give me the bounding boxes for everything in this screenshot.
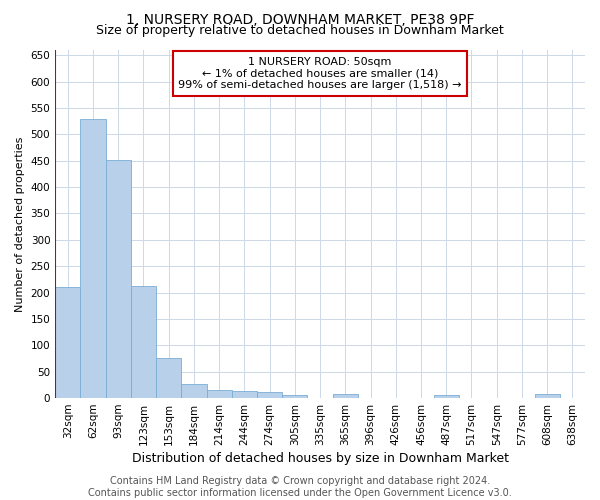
Bar — [55, 288, 80, 398]
Text: 1, NURSERY ROAD, DOWNHAM MARKET, PE38 9PF: 1, NURSERY ROAD, DOWNHAM MARKET, PE38 9P… — [126, 12, 474, 26]
Bar — [332, 394, 358, 398]
Bar — [434, 395, 459, 398]
Bar — [106, 160, 131, 398]
X-axis label: Distribution of detached houses by size in Downham Market: Distribution of detached houses by size … — [131, 452, 509, 465]
Bar — [80, 118, 106, 398]
Text: Size of property relative to detached houses in Downham Market: Size of property relative to detached ho… — [96, 24, 504, 37]
Bar — [535, 394, 560, 398]
Bar — [181, 384, 206, 398]
Bar — [156, 358, 181, 398]
Bar — [257, 392, 282, 398]
Bar — [131, 286, 156, 398]
Bar — [232, 390, 257, 398]
Bar — [282, 396, 307, 398]
Y-axis label: Number of detached properties: Number of detached properties — [15, 136, 25, 312]
Text: 1 NURSERY ROAD: 50sqm
← 1% of detached houses are smaller (14)
99% of semi-detac: 1 NURSERY ROAD: 50sqm ← 1% of detached h… — [178, 57, 462, 90]
Bar — [206, 390, 232, 398]
Text: Contains HM Land Registry data © Crown copyright and database right 2024.
Contai: Contains HM Land Registry data © Crown c… — [88, 476, 512, 498]
